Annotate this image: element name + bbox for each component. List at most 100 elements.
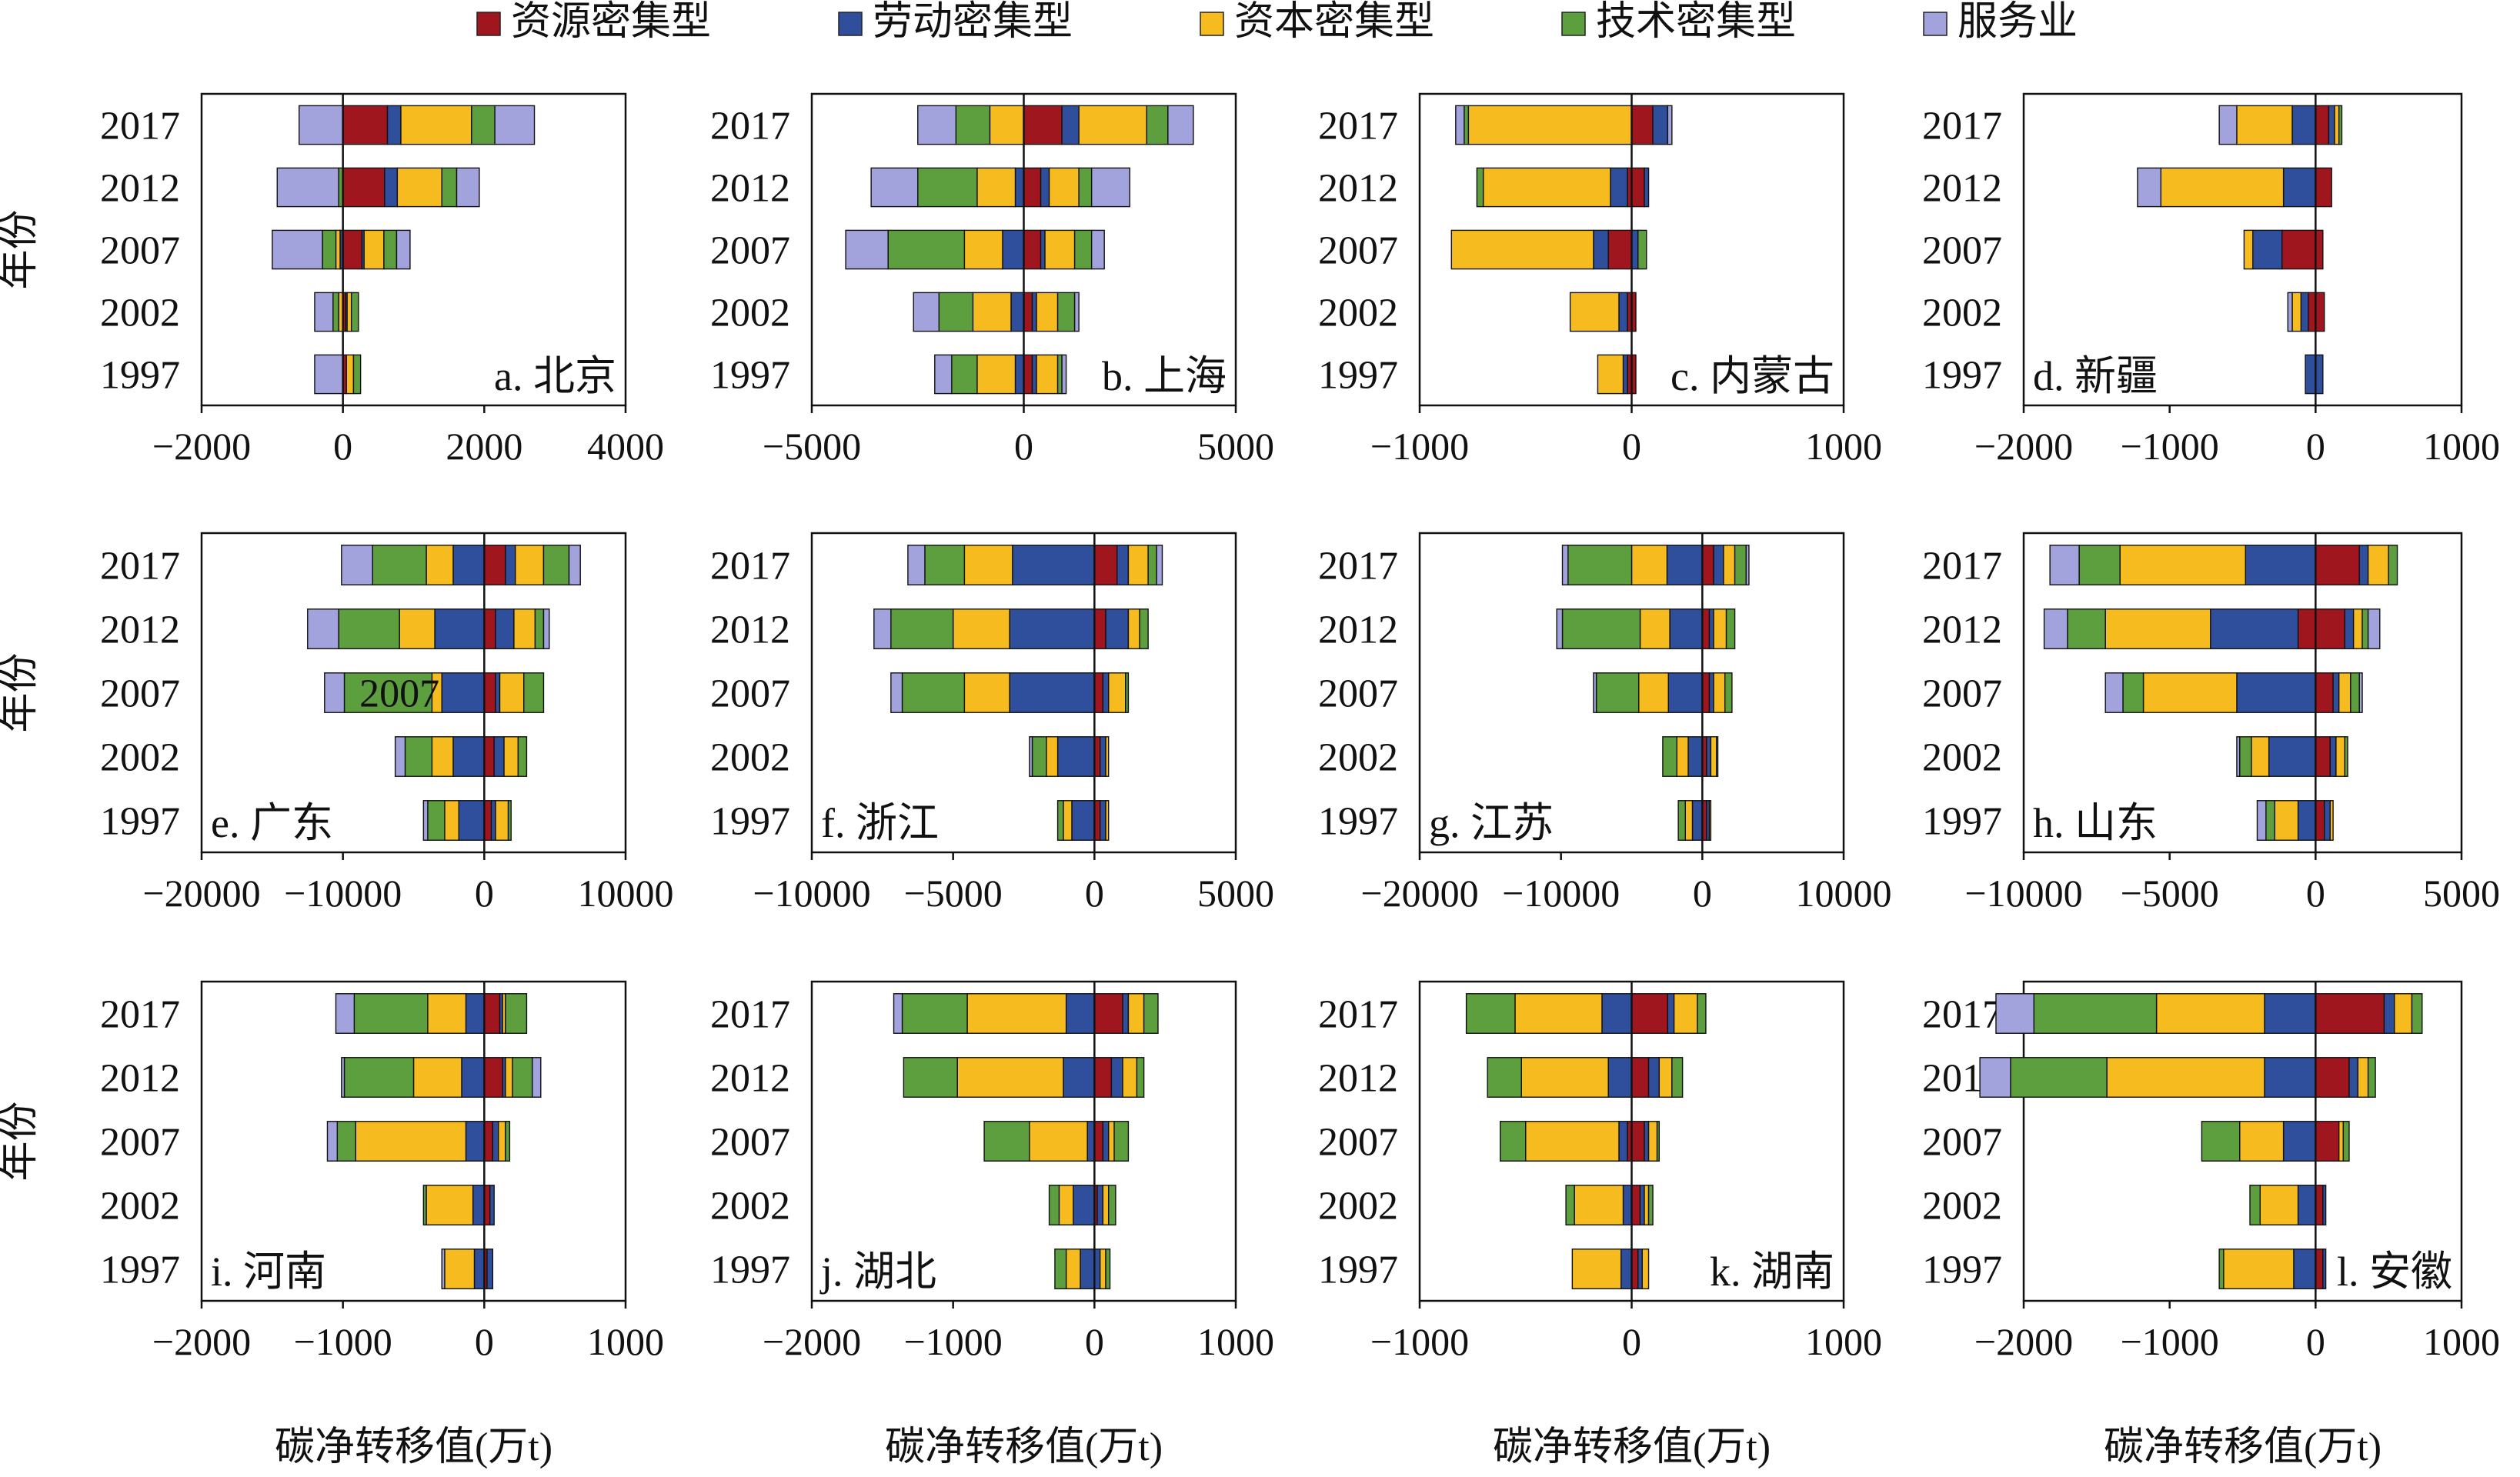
annotation: 2007	[359, 672, 439, 716]
bar-segment	[1677, 800, 1686, 841]
bar-segment	[952, 608, 1010, 649]
bar-segment	[1071, 800, 1096, 841]
bar-segment	[314, 292, 334, 332]
bar-segment	[2223, 1249, 2295, 1289]
bar-segment	[2010, 1057, 2108, 1098]
bar-segment	[1658, 1057, 1673, 1098]
bar-segment	[901, 672, 966, 713]
x-tick-label: 1000	[2423, 425, 2500, 468]
bar-segment	[1708, 608, 1714, 649]
bar-segment	[486, 1249, 494, 1289]
bar-segment	[2350, 672, 2360, 713]
bar-segment	[1167, 105, 1194, 145]
bar-segment	[1110, 1057, 1123, 1098]
bar-segment	[2342, 1121, 2350, 1162]
bar-segment	[2259, 1185, 2299, 1225]
bar-segment	[2315, 292, 2325, 332]
category-label: 1997	[1318, 800, 1398, 844]
bar-segment	[495, 672, 501, 713]
bar-segment	[1093, 545, 1118, 585]
category-label: 1997	[100, 1249, 180, 1292]
bar-segment	[2210, 608, 2299, 649]
bar-segment	[1476, 167, 1484, 208]
x-tick-label: −20000	[142, 872, 260, 915]
bar-segment	[483, 545, 506, 585]
bar-segment	[2358, 545, 2369, 585]
bar-segment	[483, 993, 501, 1034]
x-tick-label: −10000	[1964, 872, 2082, 915]
bar-segment	[1465, 993, 1516, 1034]
category-label: 2017	[1922, 105, 2002, 148]
bar-segment	[332, 292, 339, 332]
bar-segment	[1662, 736, 1677, 777]
bar-segment	[890, 672, 903, 713]
bar-segment	[335, 229, 341, 270]
bar-segment	[456, 167, 480, 208]
panel: 2017 2012 2007 2002 1997 −20000 −10000 0 10000 e.…	[100, 532, 674, 915]
bar-segment	[534, 608, 545, 649]
bar-segment	[2218, 105, 2238, 145]
bar-segment	[1048, 167, 1080, 208]
bar-segment	[2305, 354, 2317, 395]
x-tick-label: −2000	[152, 1320, 251, 1363]
bar-segment	[350, 292, 359, 332]
bar-segment	[2264, 1057, 2317, 1098]
category-label: 2007	[710, 1121, 790, 1165]
category-label: 2002	[1318, 1185, 1398, 1229]
bar-segment	[1561, 608, 1641, 649]
bar-segment	[322, 229, 337, 270]
bar-segment	[1713, 545, 1724, 585]
bar-segment	[2348, 1057, 2359, 1098]
bar-segment	[2239, 736, 2252, 777]
bar-segment	[1701, 545, 1714, 585]
bar-segment	[2243, 229, 2254, 270]
bar-segment	[2338, 1121, 2345, 1162]
bar-segment	[352, 354, 362, 395]
bar-segment	[1647, 1121, 1658, 1162]
bar-segment	[1979, 1057, 2011, 1098]
bar-segment	[1618, 292, 1628, 332]
bar-segment	[1715, 736, 1719, 777]
bar-segment	[505, 545, 516, 585]
category-label: 2007	[100, 672, 180, 716]
bar-segment	[1644, 1121, 1650, 1162]
plot-frame	[810, 980, 1237, 1302]
bar-segment	[426, 1185, 474, 1225]
bar-segment	[1023, 354, 1033, 395]
bar-segment	[342, 105, 389, 145]
category-label: 2017	[710, 105, 790, 148]
category-label: 2017	[1318, 545, 1398, 588]
bar-segment	[913, 292, 940, 332]
panel-label: e. 广东	[211, 800, 333, 846]
x-tick-label: −1000	[2121, 425, 2219, 468]
bar-segment	[2106, 1057, 2265, 1098]
bar-segment	[495, 800, 509, 841]
bar-segment	[1093, 608, 1106, 649]
bar-segment	[1571, 1249, 1622, 1289]
x-tick-label: 10000	[578, 872, 674, 915]
bar-segment	[2282, 1121, 2317, 1162]
bar-segment	[1630, 105, 1654, 145]
bar-segment	[335, 993, 355, 1034]
bar-segment	[2256, 800, 2267, 841]
bar-segment	[2104, 608, 2211, 649]
bar-segment	[1012, 545, 1096, 585]
x-tick-label: 0	[333, 425, 352, 468]
bar-segment	[384, 167, 399, 208]
panel: 2017 2012 2007 2002 1997 −2000 −1000 0 1000 j. 湖北	[710, 980, 1274, 1363]
bar-segment	[1734, 545, 1747, 585]
bar-segment	[2201, 1121, 2241, 1162]
bar-segment	[2315, 1185, 2324, 1225]
bar-segment	[2315, 354, 2324, 395]
x-tick-label: −1000	[904, 1320, 1003, 1363]
bar-segment	[1639, 1185, 1645, 1225]
bar-segment	[473, 1249, 486, 1289]
bar-segment	[1656, 1121, 1661, 1162]
bar-segment	[396, 167, 442, 208]
category-label: 2007	[710, 672, 790, 716]
bar-segment	[345, 354, 355, 395]
bar-segment	[1593, 672, 1597, 713]
bar-segment	[1105, 800, 1110, 841]
